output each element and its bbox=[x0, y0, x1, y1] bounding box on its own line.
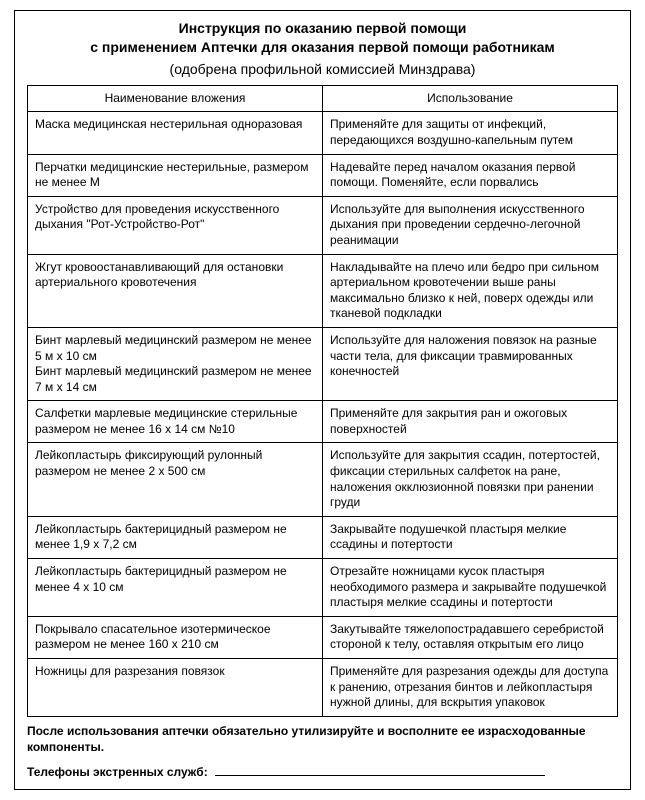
cell-use: Надевайте перед началом оказания первой … bbox=[323, 154, 618, 196]
cell-name: Покрывало спасательное изотермическое ра… bbox=[28, 616, 323, 658]
table-row: Перчатки медицинские нестерильные, разме… bbox=[28, 154, 618, 196]
table-row: Салфетки марлевые медицинские стерильные… bbox=[28, 401, 618, 443]
cell-name: Лейкопластырь фиксирующий рулонный разме… bbox=[28, 443, 323, 516]
table-row: Лейкопластырь бактерицидный размером не … bbox=[28, 559, 618, 617]
title-line-2: с применением Аптечки для оказания перво… bbox=[90, 39, 555, 55]
phones-blank-line bbox=[215, 775, 545, 776]
cell-use: Отрезайте ножницами кусок пластыря необх… bbox=[323, 559, 618, 617]
emergency-phones: Телефоны экстренных служб: bbox=[27, 765, 618, 779]
table-header-row: Наименование вложения Использование bbox=[28, 85, 618, 112]
column-header-use: Использование bbox=[323, 85, 618, 112]
cell-name: Лейкопластырь бактерицидный размером не … bbox=[28, 516, 323, 558]
cell-name: Маска медицинская нестерильная одноразов… bbox=[28, 112, 323, 154]
table-row: Покрывало спасательное изотермическое ра… bbox=[28, 616, 618, 658]
cell-use: Используйте для наложения повязок на раз… bbox=[323, 327, 618, 400]
cell-use: Применяйте для разрезания одежды для дос… bbox=[323, 659, 618, 717]
cell-name: Перчатки медицинские нестерильные, разме… bbox=[28, 154, 323, 196]
document-subtitle: (одобрена профильной комиссией Минздрава… bbox=[27, 61, 618, 77]
document-frame: Инструкция по оказанию первой помощи с п… bbox=[14, 10, 631, 790]
cell-use: Закутывайте тяжелопострадавшего серебрис… bbox=[323, 616, 618, 658]
cell-name: Лейкопластырь бактерицидный размером не … bbox=[28, 559, 323, 617]
table-row: Маска медицинская нестерильная одноразов… bbox=[28, 112, 618, 154]
table-row: Ножницы для разрезания повязок Применяйт… bbox=[28, 659, 618, 717]
table-row: Жгут кровоостанавливающий для остановки … bbox=[28, 254, 618, 327]
cell-name: Устройство для проведения искусственного… bbox=[28, 196, 323, 254]
first-aid-table: Наименование вложения Использование Маск… bbox=[27, 85, 618, 717]
column-header-name: Наименование вложения bbox=[28, 85, 323, 112]
cell-use: Применяйте для защиты от инфекций, перед… bbox=[323, 112, 618, 154]
cell-use: Используйте для выполнения искусственног… bbox=[323, 196, 618, 254]
cell-name: Жгут кровоостанавливающий для остановки … bbox=[28, 254, 323, 327]
table-row: Лейкопластырь бактерицидный размером не … bbox=[28, 516, 618, 558]
document-title: Инструкция по оказанию первой помощи с п… bbox=[27, 19, 618, 57]
footer-note: После использования аптечки обязательно … bbox=[27, 723, 618, 755]
table-row: Лейкопластырь фиксирующий рулонный разме… bbox=[28, 443, 618, 516]
cell-use: Применяйте для закрытия ран и ожоговых п… bbox=[323, 401, 618, 443]
phones-label: Телефоны экстренных служб: bbox=[27, 765, 208, 779]
cell-use: Накладывайте на плечо или бедро при силь… bbox=[323, 254, 618, 327]
cell-name: Салфетки марлевые медицинские стерильные… bbox=[28, 401, 323, 443]
cell-name: Ножницы для разрезания повязок bbox=[28, 659, 323, 717]
table-body: Маска медицинская нестерильная одноразов… bbox=[28, 112, 618, 716]
table-row: Бинт марлевый медицинский размером не ме… bbox=[28, 327, 618, 400]
cell-name: Бинт марлевый медицинский размером не ме… bbox=[28, 327, 323, 400]
table-row: Устройство для проведения искусственного… bbox=[28, 196, 618, 254]
cell-use: Используйте для закрытия ссадин, потерто… bbox=[323, 443, 618, 516]
cell-use: Закрывайте подушечкой пластыря мелкие сс… bbox=[323, 516, 618, 558]
title-line-1: Инструкция по оказанию первой помощи bbox=[179, 20, 467, 36]
